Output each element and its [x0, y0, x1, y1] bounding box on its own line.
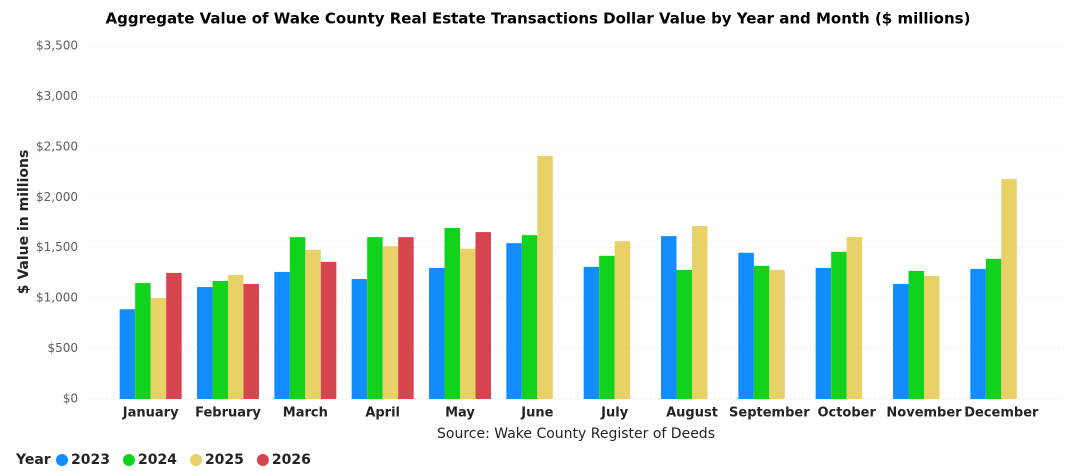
bar	[398, 237, 414, 399]
legend-marker	[122, 454, 135, 466]
bar	[893, 284, 909, 399]
x-axis-label: Source: Wake County Register of Deeds	[437, 426, 715, 442]
bar	[320, 261, 337, 399]
x-tick-label: December	[964, 406, 1039, 421]
bar	[289, 237, 306, 399]
legend-label: 2024	[138, 452, 177, 468]
bar	[815, 267, 832, 399]
bar	[753, 265, 770, 399]
bar	[305, 249, 321, 399]
bar	[985, 258, 1002, 399]
bar	[661, 236, 677, 399]
bar	[444, 228, 460, 399]
legend-title: Year	[15, 452, 51, 468]
bar	[521, 235, 538, 399]
y-tick-label: $3,000	[36, 89, 78, 103]
bar	[197, 287, 213, 399]
bar	[212, 280, 228, 399]
bar	[614, 241, 631, 399]
bar	[583, 266, 600, 399]
legend-label: 2023	[71, 452, 110, 468]
x-tick-label: August	[666, 406, 718, 421]
x-tick-label: June	[520, 406, 553, 421]
bar	[676, 269, 692, 399]
bar	[831, 251, 847, 399]
y-tick-label: $2,500	[36, 139, 78, 153]
x-tick-label: February	[195, 406, 261, 421]
y-tick-label: $500	[47, 341, 78, 355]
y-tick-label: $1,500	[36, 240, 78, 254]
chart-title: Aggregate Value of Wake County Real Esta…	[106, 10, 971, 28]
legend-label: 2025	[205, 452, 244, 468]
y-tick-label: $2,000	[36, 190, 78, 204]
bar	[119, 309, 136, 399]
bar	[769, 269, 785, 399]
bar	[475, 232, 491, 399]
x-tick-label: November	[886, 406, 962, 421]
x-tick-label: October	[817, 406, 876, 421]
x-tick-label: April	[365, 406, 400, 421]
bar	[738, 252, 754, 399]
bar	[506, 243, 522, 399]
bar	[692, 226, 708, 399]
legend-marker	[189, 454, 202, 466]
x-tick-label: January	[122, 406, 179, 421]
bar	[460, 248, 476, 399]
bar	[970, 268, 986, 399]
bar	[150, 298, 167, 399]
bar	[382, 246, 399, 399]
bar	[135, 283, 151, 399]
x-tick-label: March	[283, 406, 328, 421]
y-tick-label: $0	[63, 392, 78, 406]
x-tick-label: September	[729, 406, 810, 421]
y-tick-label: $3,500	[36, 39, 78, 53]
bar	[846, 237, 863, 399]
bar	[274, 271, 290, 399]
y-axis-label: $ Value in millions	[16, 150, 32, 295]
bar	[908, 270, 924, 399]
bar	[243, 284, 259, 399]
y-tick-label: $1,000	[36, 291, 78, 305]
bar	[1001, 179, 1017, 399]
bar	[537, 155, 553, 399]
bar	[367, 237, 383, 399]
x-tick-label: May	[445, 406, 475, 421]
bar	[429, 267, 445, 399]
x-tick-label: July	[600, 406, 629, 421]
bar	[599, 255, 615, 399]
legend-marker	[56, 454, 68, 466]
legend-label: 2026	[272, 452, 311, 468]
bar	[228, 274, 244, 399]
bar	[166, 272, 182, 399]
legend-marker	[256, 454, 269, 466]
bar	[351, 278, 368, 399]
bar	[924, 275, 940, 399]
